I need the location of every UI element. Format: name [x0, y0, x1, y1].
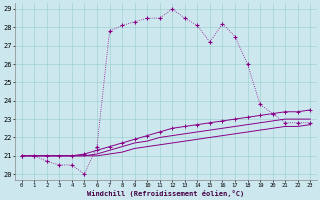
X-axis label: Windchill (Refroidissement éolien,°C): Windchill (Refroidissement éolien,°C) [87, 190, 244, 197]
